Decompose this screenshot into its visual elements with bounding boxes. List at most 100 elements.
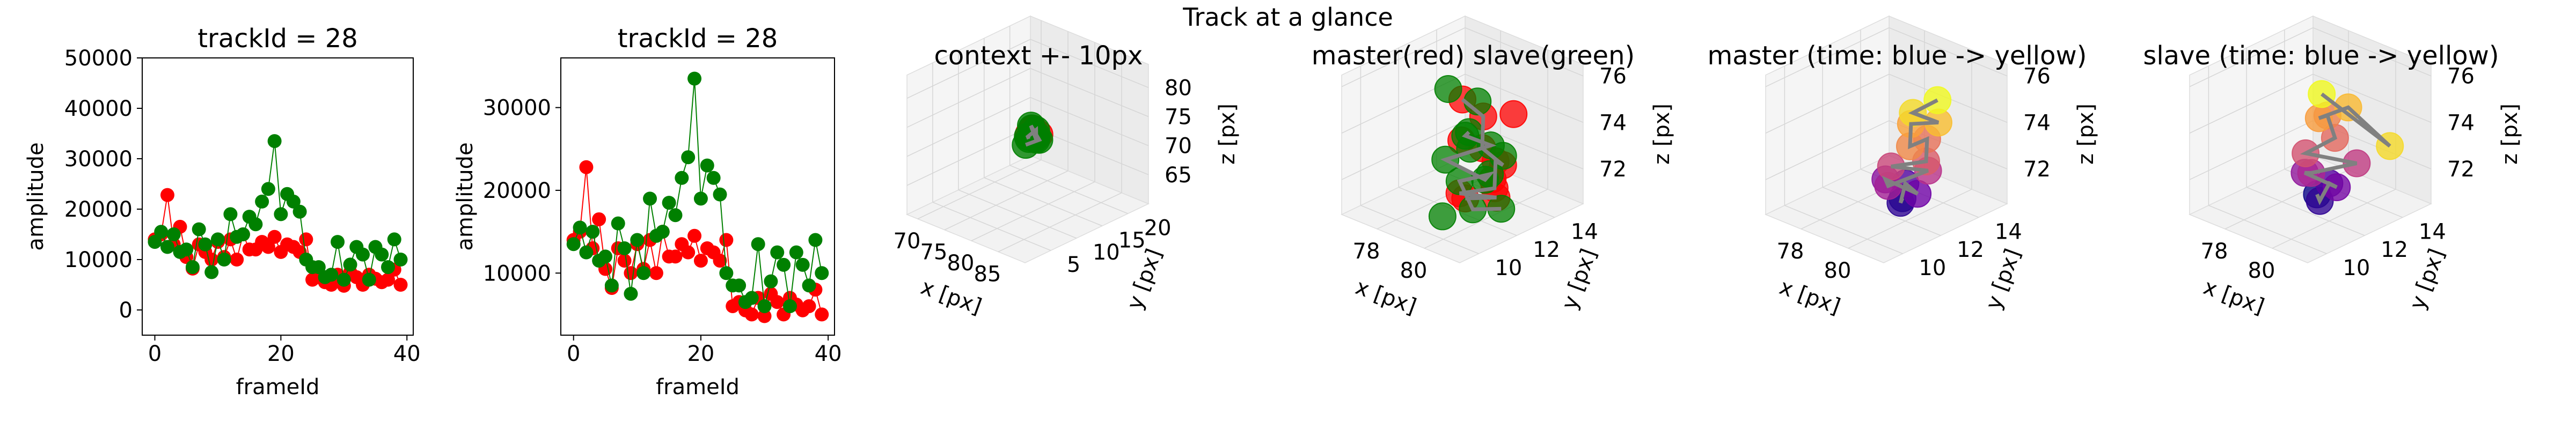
x-tick-label: 20	[687, 342, 714, 366]
y-tick-label: 12	[1957, 238, 1984, 262]
data-point	[261, 182, 275, 196]
data-point	[204, 265, 219, 279]
data-point	[732, 278, 747, 293]
grid-line	[1465, 27, 1584, 77]
z-tick-label: 74	[2447, 110, 2475, 135]
grid-line	[906, 39, 1031, 99]
z-tick-label: 76	[2447, 64, 2475, 89]
data-point	[230, 253, 244, 267]
grid-line	[1398, 187, 1517, 236]
data-point	[764, 274, 778, 289]
grid-line	[1009, 165, 1128, 214]
x-tick-label: 78	[2201, 239, 2228, 264]
data-point	[630, 233, 645, 247]
z-tick-label: 76	[1599, 64, 1627, 89]
data-point	[687, 228, 702, 243]
data-point	[636, 266, 651, 280]
data-point	[662, 196, 676, 210]
track-path	[1459, 98, 1504, 201]
x-tick-label: 40	[393, 342, 421, 366]
data-point	[687, 71, 702, 86]
data-point	[292, 204, 307, 219]
line-panel-2: 0 20 40 10000 20000 30000 trackId = 28 frameId a…	[453, 24, 842, 400]
z-tick-label: 70	[1165, 134, 1192, 159]
data-point	[675, 171, 689, 185]
data-point	[802, 278, 816, 293]
track-path	[1440, 130, 1502, 211]
panel-title: master(red) slave(green)	[1312, 41, 1635, 71]
data-point	[375, 247, 389, 262]
data-point	[719, 266, 734, 280]
x-tick-label: 40	[815, 342, 842, 366]
y-tick-label: 12	[2381, 238, 2408, 262]
data-point	[586, 225, 600, 239]
y-tick-label: 20	[1144, 216, 1172, 240]
data-point	[148, 235, 162, 249]
data-point	[789, 245, 803, 260]
grid-line	[2189, 120, 2314, 180]
y-tick-label: 10	[1919, 256, 1946, 280]
data-point	[744, 291, 759, 305]
y-axis-label: y [px]	[1557, 246, 1601, 313]
grid-line	[1030, 68, 1149, 117]
z-tick-label: 72	[2447, 157, 2475, 182]
grid-line	[906, 126, 1031, 186]
grid-line	[1424, 189, 1548, 249]
z-tick-label: 75	[1165, 105, 1192, 130]
grid-line	[1341, 120, 1466, 180]
x-tick-label: 80	[2248, 258, 2275, 283]
y-axis-label: y [px]	[1122, 246, 1167, 313]
data-point	[802, 299, 816, 313]
grid-line	[2189, 27, 2314, 87]
panel-title: trackId = 28	[618, 24, 778, 54]
z-axis-label: z [px]	[1650, 103, 1674, 165]
data-point	[808, 233, 823, 247]
data-point	[299, 232, 313, 247]
data-point	[267, 134, 282, 149]
x-tick-label: 0	[567, 342, 580, 366]
data-point	[693, 254, 708, 268]
grid-line	[1848, 189, 1972, 249]
grid-line	[1822, 187, 1941, 236]
grid-line	[958, 189, 1077, 239]
x-tick-label: 78	[1777, 239, 1804, 264]
data-point	[343, 257, 357, 272]
data-point	[706, 171, 721, 185]
x-tick-label: 78	[1353, 239, 1380, 264]
suptitle: Track at a glance	[1182, 3, 1393, 32]
data-point	[393, 253, 408, 267]
data-point	[770, 295, 785, 309]
y-tick-label: 14	[1571, 219, 1598, 244]
data-point	[198, 237, 213, 252]
z-tick-label: 65	[1165, 163, 1192, 188]
data-point	[192, 222, 206, 236]
y-tick-label: 20000	[64, 197, 133, 222]
data-point	[598, 249, 613, 264]
grid-line	[906, 68, 1031, 128]
y-tick-label: 5	[1067, 253, 1080, 277]
grid-line	[2208, 205, 2327, 254]
data-point	[204, 253, 219, 267]
y-tick-label: 10	[1495, 256, 1522, 280]
grid-line	[2312, 27, 2432, 77]
x-tick-label: 80	[1400, 258, 1428, 283]
data-point	[693, 191, 708, 206]
data-point	[336, 272, 351, 287]
z-axis-label: z [px]	[2498, 103, 2522, 165]
data-point	[217, 253, 231, 267]
data-point	[255, 194, 269, 209]
data-point	[261, 240, 275, 254]
line-panel-1: 0 20 40 0 10000 20000 30000 40000 50000 trackId =…	[24, 24, 421, 400]
data-point	[223, 207, 238, 221]
data-point	[185, 260, 200, 275]
z-tick-label: 72	[2023, 157, 2051, 182]
data-point	[777, 257, 791, 272]
series-line	[573, 167, 823, 318]
data-point	[166, 227, 181, 241]
data-point	[668, 249, 683, 264]
data-point	[700, 158, 714, 173]
master-point	[1499, 100, 1528, 128]
data-point	[611, 216, 625, 231]
